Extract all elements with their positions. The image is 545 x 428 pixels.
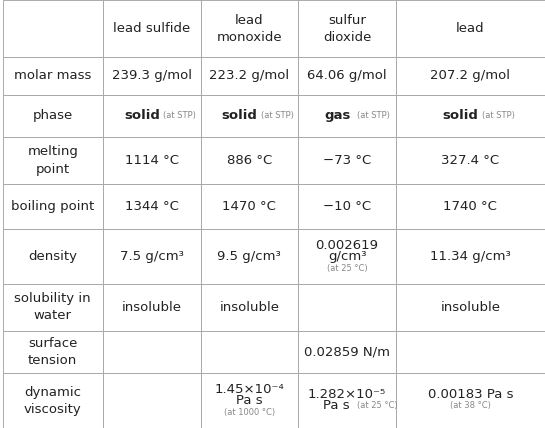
Text: insoluble: insoluble	[122, 301, 181, 314]
Bar	[396, 0, 545, 57]
Text: gas: gas	[324, 109, 350, 122]
Text: surface
tension: surface tension	[28, 337, 77, 367]
Bar	[201, 184, 298, 229]
Bar	[201, 95, 298, 137]
Text: 327.4 °C: 327.4 °C	[441, 154, 499, 167]
Bar	[3, 95, 103, 137]
Text: (at STP): (at STP)	[482, 111, 515, 120]
Text: (at STP): (at STP)	[261, 111, 294, 120]
Text: −73 °C: −73 °C	[323, 154, 371, 167]
Bar	[396, 373, 545, 428]
Bar	[201, 229, 298, 284]
Bar	[298, 373, 396, 428]
Text: (at 25 °C): (at 25 °C)	[326, 264, 367, 273]
Text: 1344 °C: 1344 °C	[125, 200, 179, 213]
Bar	[396, 184, 545, 229]
Bar	[103, 184, 201, 229]
Bar	[103, 57, 201, 95]
Bar	[3, 0, 103, 57]
Text: (at 38 °C): (at 38 °C)	[450, 401, 491, 410]
Bar	[3, 331, 103, 373]
Text: 1470 °C: 1470 °C	[222, 200, 276, 213]
Text: 0.02859 N/m: 0.02859 N/m	[304, 345, 390, 359]
Bar	[201, 331, 298, 373]
Bar	[3, 373, 103, 428]
Bar	[3, 57, 103, 95]
Text: 64.06 g/mol: 64.06 g/mol	[307, 69, 387, 83]
Text: solid: solid	[222, 109, 258, 122]
Text: insoluble: insoluble	[440, 301, 500, 314]
Bar	[298, 229, 396, 284]
Text: density: density	[28, 250, 77, 263]
Bar	[298, 137, 396, 184]
Bar	[298, 95, 396, 137]
Text: lead
monoxide: lead monoxide	[216, 14, 282, 44]
Text: solid: solid	[443, 109, 479, 122]
Text: boiling point: boiling point	[11, 200, 94, 213]
Bar	[201, 284, 298, 331]
Bar	[298, 57, 396, 95]
Bar	[396, 284, 545, 331]
Bar	[103, 95, 201, 137]
Text: sulfur
dioxide: sulfur dioxide	[323, 14, 371, 44]
Bar	[3, 284, 103, 331]
Text: Pa s: Pa s	[236, 394, 263, 407]
Text: 1114 °C: 1114 °C	[125, 154, 179, 167]
Text: molar mass: molar mass	[14, 69, 92, 83]
Bar	[103, 137, 201, 184]
Text: 239.3 g/mol: 239.3 g/mol	[112, 69, 192, 83]
Bar	[3, 229, 103, 284]
Text: 1.45×10⁻⁴: 1.45×10⁻⁴	[215, 383, 284, 396]
Text: −10 °C: −10 °C	[323, 200, 371, 213]
Text: 9.5 g/cm³: 9.5 g/cm³	[217, 250, 281, 263]
Bar	[298, 184, 396, 229]
Text: (at 1000 °C): (at 1000 °C)	[224, 408, 275, 417]
Text: lead: lead	[456, 22, 485, 35]
Text: insoluble: insoluble	[220, 301, 280, 314]
Text: lead sulfide: lead sulfide	[113, 22, 190, 35]
Text: 0.00183 Pa s: 0.00183 Pa s	[428, 388, 513, 401]
Bar	[396, 137, 545, 184]
Bar	[103, 229, 201, 284]
Text: 886 °C: 886 °C	[227, 154, 272, 167]
Text: 207.2 g/mol: 207.2 g/mol	[431, 69, 511, 83]
Bar	[298, 0, 396, 57]
Bar	[103, 284, 201, 331]
Text: (at STP): (at STP)	[356, 111, 390, 120]
Text: solid: solid	[124, 109, 160, 122]
Text: Pa s: Pa s	[323, 399, 349, 413]
Bar	[103, 373, 201, 428]
Text: 0.002619: 0.002619	[316, 239, 379, 252]
Text: 11.34 g/cm³: 11.34 g/cm³	[430, 250, 511, 263]
Bar	[396, 229, 545, 284]
Text: dynamic
viscosity: dynamic viscosity	[24, 386, 82, 416]
Text: (at 25 °C): (at 25 °C)	[356, 401, 397, 410]
Text: 1.282×10⁻⁵: 1.282×10⁻⁵	[308, 388, 386, 401]
Text: g/cm³: g/cm³	[328, 250, 366, 263]
Bar	[201, 0, 298, 57]
Bar	[3, 137, 103, 184]
Bar	[201, 57, 298, 95]
Bar	[103, 331, 201, 373]
Bar	[201, 137, 298, 184]
Text: 1740 °C: 1740 °C	[444, 200, 498, 213]
Bar	[396, 95, 545, 137]
Bar	[396, 331, 545, 373]
Bar	[201, 373, 298, 428]
Text: 223.2 g/mol: 223.2 g/mol	[209, 69, 289, 83]
Bar	[3, 184, 103, 229]
Text: solubility in
water: solubility in water	[14, 292, 91, 322]
Text: phase: phase	[33, 109, 73, 122]
Bar	[103, 0, 201, 57]
Text: (at STP): (at STP)	[164, 111, 196, 120]
Text: 7.5 g/cm³: 7.5 g/cm³	[120, 250, 184, 263]
Bar	[298, 284, 396, 331]
Bar	[396, 57, 545, 95]
Bar	[298, 331, 396, 373]
Text: melting
point: melting point	[27, 146, 78, 175]
